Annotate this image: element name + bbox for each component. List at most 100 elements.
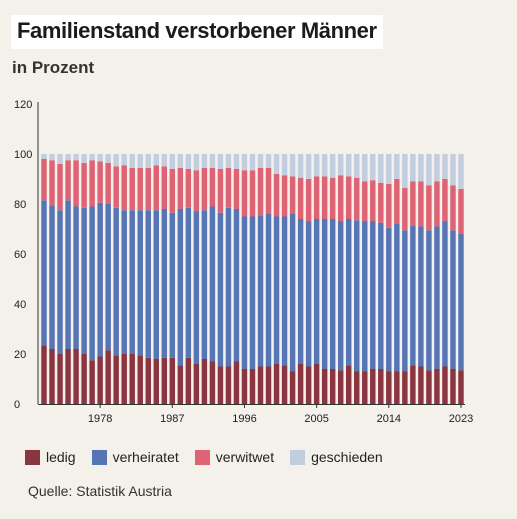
bar-segment-verwitwet [169,169,176,213]
legend-item-verheiratet: verheiratet [91,449,179,465]
bar-segment-ledig [426,370,432,404]
bar-segment-verheiratet [89,206,95,361]
bar-segment-verheiratet [129,210,135,354]
bar-segment-ledig [161,357,168,404]
bar-segment-ledig [394,371,400,404]
bar-segment-verwitwet [346,176,352,219]
bar-segment-verheiratet [209,206,216,362]
bar-segment-ledig [442,366,448,404]
bar-segment-ledig [177,365,184,404]
bar-segment-verwitwet [97,161,103,203]
y-tick-label: 60 [14,249,26,261]
legend: ledig verheiratet verwitwet geschieden [25,449,399,465]
legend-label-geschieden: geschieden [311,449,383,465]
bar-segment-geschieden [233,154,240,169]
bar-segment-verwitwet [257,167,264,216]
bar-segment-ledig [410,365,416,404]
bar-segment-verheiratet [346,219,352,366]
bar-segment-verwitwet [81,162,87,208]
x-tick-label: 1987 [160,413,184,425]
bar-segment-verwitwet [217,169,224,213]
bar-segment-verheiratet [362,221,368,372]
bar-segment-geschieden [217,154,224,169]
x-tick-label: 1978 [88,413,112,425]
bar-segment-ledig [153,359,159,404]
bar-segment-geschieden [362,154,368,182]
bar-segment-geschieden [265,154,272,168]
bar-segment-verwitwet [161,166,168,209]
bar-segment-ledig [97,356,103,404]
bar-segment-geschieden [394,154,400,179]
bar-segment-verwitwet [185,169,192,208]
bar-segment-verwitwet [402,187,408,231]
bar-segment-geschieden [81,154,87,163]
bar-segment-geschieden [145,154,151,168]
y-tick-label: 120 [14,99,32,111]
bar-segment-geschieden [386,154,392,184]
bar-segment-verheiratet [297,219,304,364]
bar-segment-verwitwet [313,176,320,219]
bar-segment-verheiratet [177,209,184,366]
bar-segment-ledig [89,360,95,404]
legend-label-ledig: ledig [46,449,76,465]
bar-segment-verwitwet [201,167,208,211]
bar-segment-ledig [241,369,248,404]
bar-segment-geschieden [305,154,312,179]
bar-segment-geschieden [337,154,344,176]
bar-segment-ledig [354,371,360,404]
bar-segment-geschieden [97,154,103,162]
bar-segment-verheiratet [305,221,312,367]
bar-segment-verwitwet [193,170,200,212]
bar-segment-verheiratet [41,200,47,346]
bar-segment-verheiratet [81,207,87,354]
bar-segment-ledig [185,357,192,404]
y-tick-label: 0 [14,399,20,411]
bar-segment-ledig [73,349,79,404]
bar-segment-verwitwet [177,167,184,209]
bar-segment-verheiratet [73,206,79,349]
bar-segment-geschieden [105,154,111,163]
bar-segment-geschieden [57,154,63,164]
bar-segment-ledig [105,350,111,404]
bar-segment-ledig [265,366,272,404]
bar-segment-geschieden [434,154,440,182]
bar-segment-ledig [386,371,392,404]
bar-segment-verwitwet [281,175,288,217]
bar-segment-verwitwet [49,160,55,206]
bar-segment-verheiratet [418,226,424,367]
bar-segment-ledig [305,366,312,404]
bar-segment-verwitwet [113,166,119,208]
bar-segment-verwitwet [426,185,432,231]
bar-segment-geschieden [193,154,200,171]
bar-segment-ledig [201,359,208,404]
bar-segment-verheiratet [241,216,248,369]
bar-segment-ledig [137,355,143,404]
bar-segment-ledig [329,369,336,404]
bar-segment-verwitwet [321,176,328,219]
bar-segment-verheiratet [265,214,272,367]
bar-segment-geschieden [321,154,328,177]
bar-segment-ledig [233,361,240,404]
bar-segment-ledig [249,369,256,404]
bar-segment-verheiratet [161,209,168,358]
bar-segment-geschieden [121,154,127,166]
bar-segment-verwitwet [241,170,248,217]
bar-segment-verwitwet [354,177,360,221]
bar-segment-geschieden [49,154,55,161]
bar-segment-geschieden [450,154,456,186]
bar-segment-geschieden [378,154,384,183]
bar-segment-geschieden [354,154,360,178]
bar-segment-geschieden [153,154,159,166]
bar-segment-ledig [225,366,232,404]
x-tick-label: 2005 [304,413,328,425]
bar-segment-ledig [113,355,119,404]
legend-swatch-verwitwet [194,449,210,465]
bar-segment-verheiratet [313,219,320,364]
bar-segment-verwitwet [249,170,256,217]
bar-segment-verwitwet [337,175,344,222]
bar-segment-verheiratet [402,230,408,372]
bar-segment-verheiratet [217,212,224,367]
bar-segment-verwitwet [394,179,400,224]
bar-segment-verwitwet [209,167,216,207]
x-tick-label: 2014 [377,413,401,425]
